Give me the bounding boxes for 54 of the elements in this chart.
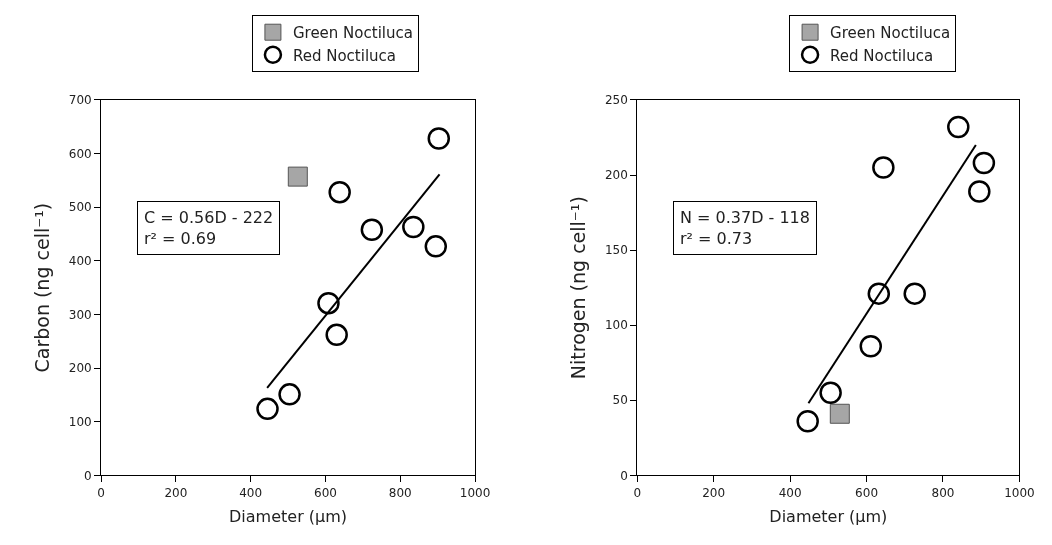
x-tick-label: 800: [931, 485, 955, 500]
point: [829, 403, 850, 424]
x-tick-label: 200: [702, 485, 726, 500]
point: [872, 156, 895, 179]
y-tick-label: 200: [604, 168, 628, 183]
y-tick-label: 0: [84, 468, 92, 483]
y-axis-title: Nitrogen (ng cell⁻¹): [566, 196, 589, 380]
y-tick-label: 250: [604, 93, 628, 108]
x-tick-label: 600: [855, 485, 879, 500]
x-axis-title: Diameter (µm): [769, 507, 888, 527]
y-tick-label: 300: [68, 307, 92, 322]
annotation: N = 0.37D - 118 r² = 0.73: [680, 208, 810, 248]
legend-label: Green Noctiluca: [292, 24, 413, 43]
x-tick-label: 0: [633, 485, 642, 500]
x-tick-label: 200: [164, 485, 188, 500]
y-tick-label: 100: [68, 414, 92, 429]
point: [819, 381, 842, 404]
y-tick-label: 600: [68, 146, 92, 161]
x-tick-label: 400: [778, 485, 802, 500]
y-tick-label: 700: [68, 93, 92, 108]
legend-label: Red Noctiluca: [830, 46, 934, 65]
point: [796, 410, 819, 433]
point: [424, 235, 448, 258]
point: [947, 115, 970, 139]
x-axis-title: Diameter (µm): [229, 507, 348, 527]
point: [256, 397, 279, 421]
legend-label: Green Noctiluca: [830, 24, 951, 43]
y-tick-label: 0: [620, 468, 628, 483]
point: [972, 151, 996, 175]
y-tick-label: 500: [68, 200, 92, 215]
point: [402, 215, 425, 239]
point: [903, 282, 926, 305]
y-tick-label: 150: [604, 243, 628, 258]
point: [360, 218, 384, 241]
annotation: C = 0.56D - 222 r² = 0.69: [144, 208, 274, 248]
point: [427, 127, 451, 150]
point: [859, 334, 883, 358]
point: [968, 180, 991, 203]
point: [278, 383, 301, 406]
x-tick-label: 1000: [459, 485, 491, 500]
x-tick-label: 600: [314, 485, 337, 500]
y-tick-label: 400: [68, 254, 92, 269]
legend-label: Red Noctiluca: [292, 46, 396, 65]
y-tick-label: 50: [612, 393, 628, 408]
x-tick-label: 0: [97, 485, 105, 500]
point: [325, 323, 348, 347]
point: [328, 180, 351, 204]
point: [287, 166, 308, 187]
y-tick-label: 200: [68, 361, 92, 376]
y-axis-title: Carbon (ng cell⁻¹): [30, 202, 53, 373]
x-tick-label: 800: [388, 485, 412, 500]
y-tick-label: 100: [604, 318, 628, 333]
x-tick-label: 400: [239, 485, 263, 500]
x-tick-label: 1000: [1004, 485, 1035, 500]
